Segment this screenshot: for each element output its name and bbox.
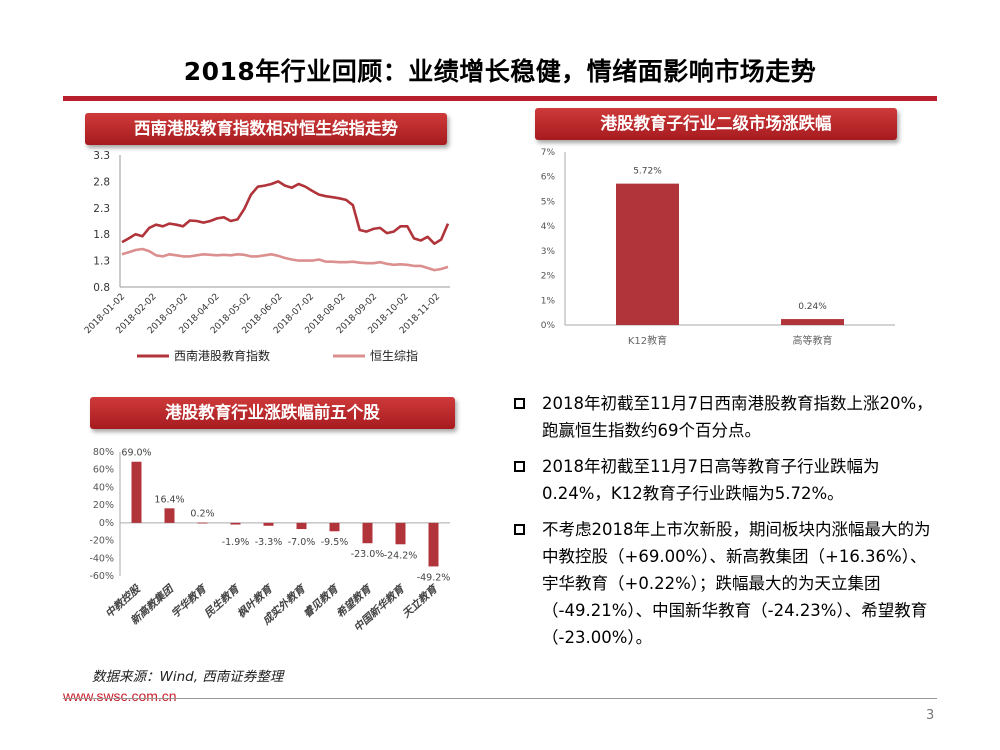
bar (296, 522, 307, 530)
data-label: 69.0% (121, 448, 151, 459)
y-tick-label: 2.8 (93, 176, 110, 188)
y-tick-label: 60% (93, 465, 114, 476)
y-tick-label: 1% (541, 296, 556, 306)
bullet-text: 不考虑2018年上市次新股，期间板块内涨幅最大的为中教控股（+69.00%）、新… (542, 520, 931, 647)
subsector-bar-chart: 7% 6% 5% 4% 3% 2% 1% 0% 5.72% K12教育 0.24% 高等教育 (541, 148, 895, 347)
data-label: -7.0% (288, 537, 316, 548)
x-tick-label: K12教育 (628, 334, 667, 347)
y-tick-label: 3% (541, 247, 556, 257)
data-label: -24.2% (384, 550, 418, 561)
y-tick-label: -20% (89, 536, 114, 547)
bar (197, 522, 208, 524)
chart3-banner: 港股教育行业涨跌幅前五个股 (90, 397, 455, 429)
y-tick-label: 4% (541, 222, 556, 232)
series-line (121, 247, 449, 272)
bullet-item: 2018年初截至11月7日高等教育子行业跌幅为0.24%，K12教育子行业跌幅为… (512, 453, 937, 507)
data-source-note: 数据来源：Wind, 西南证券整理 (92, 669, 284, 685)
bar (781, 319, 844, 325)
data-label: -1.9% (222, 537, 250, 548)
bullet-item: 不考虑2018年上市次新股，期间板块内涨幅最大的为中教控股（+69.00%）、新… (512, 516, 937, 651)
chart1-banner: 西南港股教育指数相对恒生综指走势 (85, 113, 447, 145)
y-tick-label: 0.8 (93, 282, 110, 294)
data-label: 5.72% (633, 167, 662, 177)
bar (263, 522, 274, 526)
checkbox-bullet-icon (514, 461, 525, 472)
page-title: 2018年行业回顾：业绩增长稳健，情绪面影响市场走势 (183, 57, 817, 86)
data-label: 0.24% (798, 302, 827, 312)
data-label: 0.2% (190, 509, 214, 520)
bar (131, 461, 142, 523)
bar (362, 522, 373, 544)
data-label: -9.5% (321, 537, 349, 548)
data-label: 16.4% (154, 494, 184, 505)
y-tick-label: 3.3 (93, 150, 110, 162)
series-line (121, 180, 450, 245)
y-tick-label: 40% (93, 482, 114, 493)
y-tick-label: 6% (541, 173, 556, 183)
title-rule (63, 96, 937, 101)
bar (395, 522, 406, 545)
y-tick-label: 0% (541, 321, 556, 331)
y-tick-label: 1.3 (93, 256, 110, 268)
legend-label: 西南港股教育指数 (174, 348, 270, 363)
y-tick-label: 1.8 (93, 229, 110, 241)
y-tick-label: 7% (541, 148, 556, 158)
y-tick-label: 2% (541, 272, 556, 282)
bar (230, 522, 241, 525)
y-tick-label: 5% (541, 197, 556, 207)
y-tick-label: 80% (93, 447, 114, 458)
bullet-text: 2018年初截至11月7日高等教育子行业跌幅为0.24%，K12教育子行业跌幅为… (542, 457, 880, 503)
data-label: -49.2% (417, 572, 451, 583)
bullet-item: 2018年初截至11月7日西南港股教育指数上涨20%，跑赢恒生指数约69个百分点… (512, 390, 937, 444)
footer-rule (63, 698, 937, 699)
bullet-list: 2018年初截至11月7日西南港股教育指数上涨20%，跑赢恒生指数约69个百分点… (512, 390, 937, 660)
data-label: -3.3% (255, 537, 283, 548)
bullet-text: 2018年初截至11月7日西南港股教育指数上涨20%，跑赢恒生指数约69个百分点… (542, 394, 933, 440)
y-tick-label: 2.3 (93, 203, 110, 215)
y-tick-label: 0% (99, 518, 114, 529)
y-tick-label: -40% (89, 553, 114, 564)
x-tick-label: 高等教育 (793, 334, 833, 347)
website-link[interactable]: www.swsc.com.cn (63, 688, 177, 704)
checkbox-bullet-icon (514, 524, 525, 535)
y-tick-label: -60% (89, 571, 114, 582)
bar (164, 508, 175, 523)
x-tick-label: 天立教育 (400, 581, 442, 620)
page-number: 3 (926, 708, 935, 723)
legend-label: 恒生综指 (370, 348, 418, 363)
bar (616, 183, 679, 325)
checkbox-bullet-icon (514, 398, 525, 409)
data-label: -23.0% (351, 549, 385, 560)
bar (428, 522, 439, 567)
chart2-banner: 港股教育子行业二级市场涨跌幅 (535, 108, 897, 140)
index-line-chart: 3.32.82.31.81.30.82018-01-022018-02-0220… (83, 150, 450, 363)
y-tick-label: 20% (93, 500, 114, 511)
bar (329, 522, 340, 532)
stocks-bar-chart: 80%60%40%20%0%-20%-40%-60%69.0%中教控股16.4%… (89, 447, 451, 634)
